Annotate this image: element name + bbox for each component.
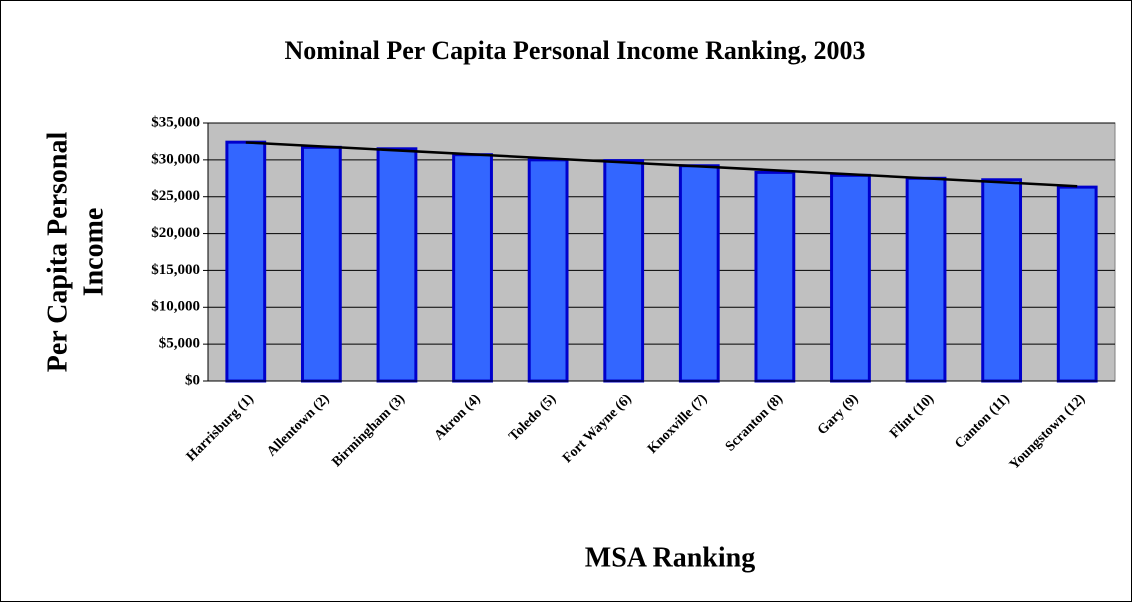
bar [981,178,1023,383]
trendline [245,141,1078,188]
bar [300,145,342,383]
plot-area [207,122,1116,382]
y-tick-label: $20,000 [151,225,200,241]
chart-title: Nominal Per Capita Personal Income Ranki… [285,36,866,65]
bar [376,147,418,383]
bar [225,140,267,383]
y-tick-label: $30,000 [151,151,200,167]
y-tick-label: $10,000 [151,299,200,315]
x-axis-title: MSA Ranking [585,542,755,573]
bar [678,164,720,383]
y-tick-label: $15,000 [151,262,200,278]
bar [905,176,947,383]
y-tick-label: $0 [185,372,200,388]
y-axis-title: Income [78,208,109,297]
bar [527,158,569,383]
bar [754,170,796,383]
bar [830,173,871,383]
bar [1056,185,1098,383]
bar [452,153,493,383]
y-tick-label: $5,000 [159,336,200,352]
y-tick-label: $35,000 [151,114,200,130]
y-axis-title: Per Capita Personal [42,132,73,373]
y-tick-label: $25,000 [151,188,200,204]
bar [603,159,645,383]
